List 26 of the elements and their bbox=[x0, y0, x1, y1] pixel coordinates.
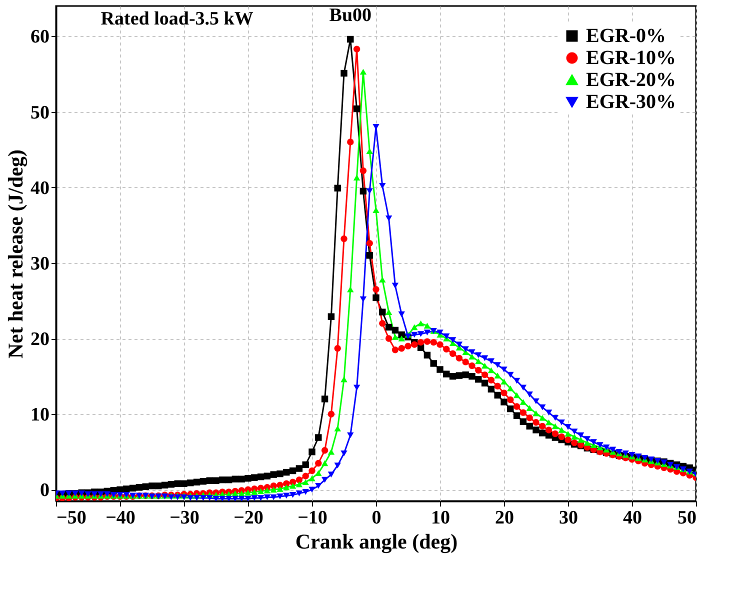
x-tick-label: 20 bbox=[495, 508, 514, 528]
legend-label: EGR-30% bbox=[586, 91, 676, 113]
x-tick-label: −10 bbox=[298, 508, 328, 528]
x-tick-label: 10 bbox=[431, 508, 450, 528]
legend-label: EGR-20% bbox=[586, 69, 676, 91]
x-tick-label: −30 bbox=[170, 508, 200, 528]
y-tick-label: 60 bbox=[30, 26, 50, 48]
y-tick-label: 0 bbox=[40, 480, 50, 502]
y-tick-label: 50 bbox=[30, 102, 50, 124]
legend-label: EGR-10% bbox=[586, 47, 676, 69]
x-tick-label: −40 bbox=[106, 508, 136, 528]
y-axis-title: Net heat release (J/deg) bbox=[4, 150, 28, 358]
x-tick-label: 30 bbox=[559, 508, 578, 528]
legend-label: EGR-0% bbox=[586, 25, 666, 47]
x-tick-label: −20 bbox=[234, 508, 264, 528]
x-tick-label: −50 bbox=[56, 508, 86, 528]
x-tick-label: 40 bbox=[623, 508, 642, 528]
annotation: Bu00 bbox=[329, 4, 372, 26]
annotation: Rated load-3.5 kW bbox=[100, 8, 254, 30]
x-tick-label: 50 bbox=[678, 508, 696, 528]
x-tick-label: 0 bbox=[372, 508, 382, 528]
y-tick-label: 10 bbox=[30, 404, 50, 426]
y-tick-label: 20 bbox=[30, 329, 50, 350]
x-axis-title: Crank angle (deg) bbox=[295, 530, 458, 554]
y-tick-label: 40 bbox=[30, 178, 50, 199]
y-tick-label: 30 bbox=[30, 253, 50, 274]
